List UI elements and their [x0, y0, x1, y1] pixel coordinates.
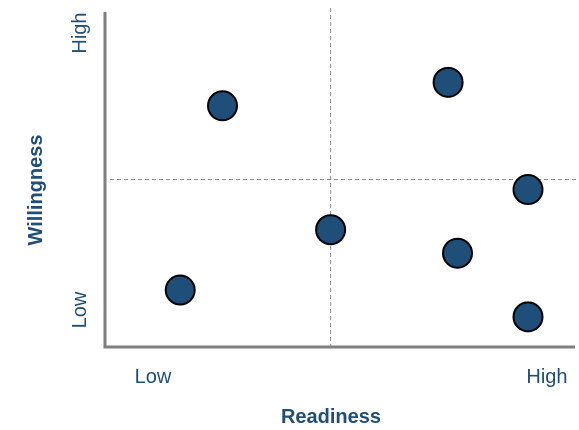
data-point-1 [207, 90, 238, 122]
data-point-3 [512, 174, 544, 206]
axes [103, 12, 575, 349]
data-point-2 [432, 66, 464, 98]
data-point-7 [512, 301, 544, 333]
y-axis-title: Willingness [25, 135, 47, 246]
y-tick-label-low: Low [69, 291, 91, 328]
x-tick-label-high: High [526, 366, 567, 388]
data-point-5 [442, 237, 473, 269]
quadrant-dividers [110, 8, 579, 347]
x-tick-label-low: Low [135, 366, 172, 388]
x-axis-title: Readiness [281, 406, 381, 428]
data-point-6 [164, 274, 196, 306]
data-points [164, 66, 544, 333]
y-tick-label-high: High [69, 12, 91, 53]
data-point-4 [315, 214, 347, 246]
